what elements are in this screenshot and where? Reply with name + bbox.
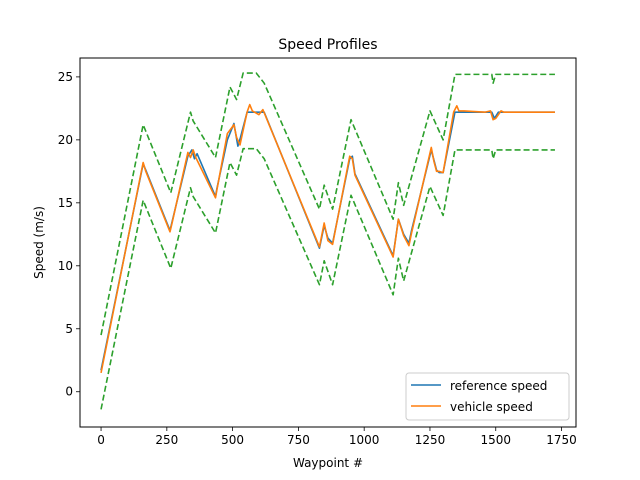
y-axis-label: Speed (m/s) <box>32 206 46 279</box>
series-line-speed-bound-lower <box>100 147 555 410</box>
y-tick-label: 0 <box>65 385 73 399</box>
x-tick-label: 750 <box>287 433 310 447</box>
series-line-vehicle-speed <box>100 103 555 374</box>
legend-label-reference-speed: reference speed <box>450 379 547 393</box>
y-tick-label: 5 <box>65 322 73 336</box>
y-tick-label: 25 <box>58 70 73 84</box>
axes-frame <box>79 57 577 428</box>
y-tick-label: 10 <box>58 259 73 273</box>
y-tick-label: 15 <box>58 196 73 210</box>
series-layer <box>100 72 555 410</box>
x-tick-label: 0 <box>97 433 105 447</box>
y-axis-ticks: 0 5 10 15 20 25 <box>58 70 80 399</box>
plot-area <box>100 72 555 410</box>
x-tick-label: 1750 <box>546 433 577 447</box>
y-tick-label: 20 <box>58 133 73 147</box>
x-tick-label: 1250 <box>415 433 446 447</box>
x-axis-label: Waypoint # <box>293 456 363 470</box>
series-line-speed-bound-upper <box>100 72 555 336</box>
x-tick-label: 1500 <box>480 433 511 447</box>
x-axis-ticks: 0 250 500 750 1000 1250 1500 1750 <box>97 427 577 447</box>
x-tick-label: 500 <box>221 433 244 447</box>
legend-box <box>405 372 570 421</box>
legend: reference speed vehicle speed <box>405 372 570 421</box>
legend-label-vehicle-speed: vehicle speed <box>450 400 533 414</box>
chart-title: Speed Profiles <box>278 37 377 53</box>
x-tick-label: 250 <box>155 433 178 447</box>
x-tick-label: 1000 <box>349 433 380 447</box>
